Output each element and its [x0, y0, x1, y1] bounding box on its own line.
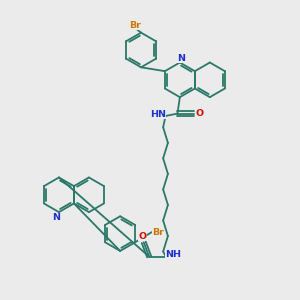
- Text: N: N: [177, 54, 185, 63]
- Text: NH: NH: [165, 250, 181, 259]
- Text: Br: Br: [152, 228, 164, 237]
- Text: HN: HN: [150, 110, 166, 119]
- Text: N: N: [52, 213, 61, 222]
- Text: Br: Br: [129, 21, 141, 30]
- Text: O: O: [139, 232, 147, 242]
- Text: O: O: [195, 109, 203, 118]
